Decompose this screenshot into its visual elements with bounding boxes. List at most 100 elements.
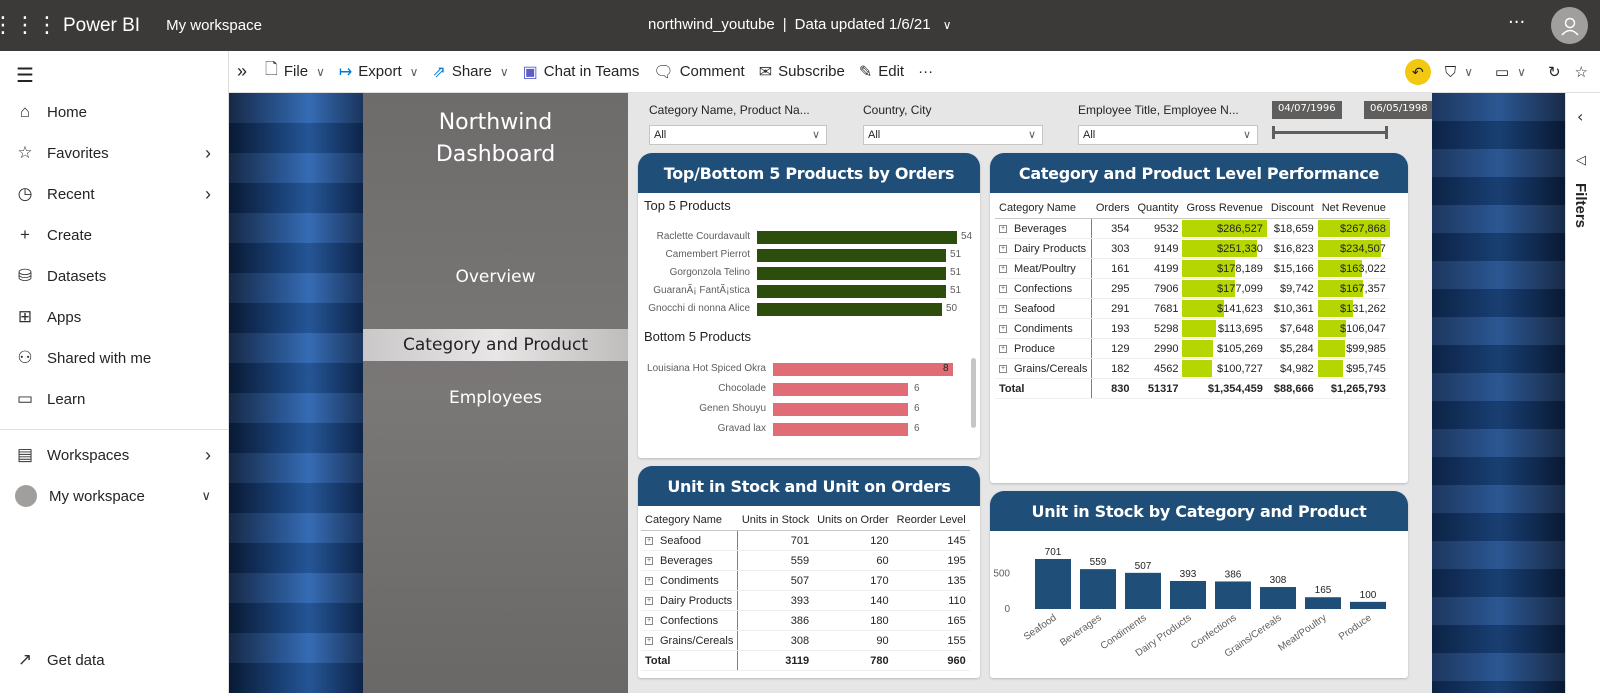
share-menu[interactable]: ⇗ Share ∨ (432, 62, 508, 82)
table-row[interactable]: + Meat/Poultry 161 4199 $178,189 $15,166 $163,… (995, 258, 1390, 279)
table-row[interactable]: + Condiments 507 170 135 (641, 570, 970, 591)
avatar[interactable] (1551, 7, 1588, 44)
nav-workspaces[interactable]: ▤ Workspaces › (0, 436, 229, 474)
table-row[interactable]: + Condiments 193 5298 $113,695 $7,648 $106,047 (995, 318, 1390, 339)
comment-button[interactable]: 🗨 Comment (653, 62, 744, 82)
nav-recent[interactable]: ◷ Recent › (0, 175, 229, 213)
bar[interactable] (773, 363, 953, 376)
table-row[interactable]: + Beverages 354 9532 $286,527 $18,659 $267,868 (995, 218, 1390, 239)
slicer-employee[interactable]: Employee Title, Employee N... All ∨ (1078, 103, 1258, 145)
expand-icon[interactable]: + (999, 264, 1007, 273)
performance-table[interactable]: Category Name Orders Quantity Gross Reve… (995, 198, 1390, 399)
nav-datasets[interactable]: ⛁ Datasets (0, 257, 229, 295)
table-row[interactable]: + Beverages 559 60 195 (641, 550, 970, 571)
nav-get-data[interactable]: ↗ Get data (0, 641, 229, 679)
bar[interactable] (1170, 580, 1206, 609)
nav-favorites[interactable]: ☆ Favorites › (0, 134, 229, 172)
stock-chart-visual[interactable]: Unit in Stock by Category and Product 50… (990, 491, 1408, 678)
bar[interactable] (1035, 559, 1071, 609)
expand-icon[interactable]: » (237, 61, 248, 81)
file-menu[interactable]: 🗋 File ∨ (265, 58, 325, 85)
bar[interactable] (1215, 581, 1251, 609)
table-row[interactable]: + Confections 295 7906 $177,099 $9,742 $167,35… (995, 278, 1390, 299)
table-row[interactable]: + Dairy Products 303 9149 $251,330 $16,823 $23… (995, 238, 1390, 259)
bar[interactable] (757, 303, 942, 316)
column-header[interactable]: Net Revenue (1317, 198, 1390, 219)
chevron-down-icon[interactable]: ∨ (942, 18, 952, 32)
bar[interactable] (757, 285, 946, 298)
star-icon[interactable]: ☆ (1574, 64, 1588, 81)
expand-icon[interactable]: + (645, 636, 653, 645)
slicer-country-city[interactable]: Country, City All ∨ (863, 103, 1043, 145)
table-row[interactable]: + Seafood 291 7681 $141,623 $10,361 $131,262 (995, 298, 1390, 319)
top-bottom-products-visual[interactable]: Top/Bottom 5 Products by Orders Top 5 Pr… (638, 153, 980, 458)
column-header[interactable]: Category Name (641, 510, 738, 531)
more-options-icon[interactable]: ··· (918, 63, 934, 80)
table-row[interactable]: + Produce 129 2990 $105,269 $5,284 $99,985 (995, 338, 1390, 359)
chevron-left-icon[interactable]: ‹ (1577, 107, 1584, 126)
expand-icon[interactable]: + (645, 536, 653, 545)
bar[interactable] (1080, 569, 1116, 609)
more-options-icon[interactable]: ··· (1508, 12, 1526, 33)
subscribe-button[interactable]: ✉ Subscribe (759, 62, 845, 82)
hamburger-icon[interactable]: ☰ (16, 65, 34, 87)
column-header[interactable]: Orders (1091, 198, 1134, 219)
scrollbar[interactable] (971, 358, 976, 428)
stock-table[interactable]: Category Name Units in Stock Units on Or… (641, 510, 970, 671)
chat-in-teams-button[interactable]: ▣ Chat in Teams (523, 62, 640, 82)
expand-icon[interactable]: + (999, 304, 1007, 313)
nav-apps[interactable]: ⊞ Apps (0, 298, 229, 336)
view-menu[interactable]: ▭ ∨ (1495, 63, 1526, 81)
slicer-category-product[interactable]: Category Name, Product Na... All ∨ (649, 103, 827, 145)
expand-icon[interactable]: + (645, 576, 653, 585)
bookmark-menu[interactable]: ⛉ ∨ (1445, 64, 1473, 81)
expand-icon[interactable]: + (999, 284, 1007, 293)
expand-icon[interactable]: + (645, 616, 653, 625)
date-start[interactable]: 04/07/1996 (1272, 101, 1342, 119)
page-link-employees[interactable]: Employees (448, 388, 543, 408)
nav-home[interactable]: ⌂ Home (0, 93, 229, 131)
expand-icon[interactable]: + (999, 344, 1007, 353)
workspace-link[interactable]: My workspace (166, 17, 262, 34)
bar[interactable] (773, 403, 908, 416)
category-performance-visual[interactable]: Category and Product Level Performance C… (990, 153, 1408, 483)
filters-pane[interactable]: ‹ ◁ Filters (1565, 93, 1600, 693)
date-range-slider[interactable] (1272, 126, 1388, 139)
bar[interactable] (773, 423, 908, 436)
expand-icon[interactable]: + (999, 364, 1007, 373)
chevron-right-icon[interactable]: › (205, 183, 211, 204)
column-header[interactable]: Discount (1266, 198, 1318, 219)
column-header[interactable]: Gross Revenue (1182, 198, 1267, 219)
column-header[interactable]: Category Name (995, 198, 1092, 219)
bar[interactable] (757, 249, 946, 262)
column-header[interactable]: Units in Stock (737, 510, 814, 531)
export-menu[interactable]: ↦ Export ∨ (339, 62, 419, 82)
expand-icon[interactable]: + (999, 324, 1007, 333)
column-header[interactable]: Units on Order (813, 510, 893, 531)
bar[interactable] (1305, 597, 1341, 609)
page-link-overview[interactable]: Overview (455, 267, 536, 287)
date-end[interactable]: 06/05/1998 (1364, 101, 1432, 119)
bar[interactable] (757, 267, 946, 280)
chevron-right-icon[interactable]: › (205, 444, 211, 465)
bar[interactable] (773, 383, 908, 396)
slicer-dropdown[interactable]: All ∨ (863, 125, 1043, 145)
chevron-down-icon[interactable]: ∨ (201, 488, 211, 503)
page-link-category-product[interactable]: Category and Product (363, 329, 628, 361)
table-row[interactable]: + Seafood 701 120 145 (641, 530, 970, 551)
slicer-dropdown[interactable]: All ∨ (649, 125, 827, 145)
bar[interactable] (1125, 572, 1161, 609)
bar[interactable] (1260, 587, 1296, 609)
expand-icon[interactable]: + (645, 596, 653, 605)
expand-icon[interactable]: + (645, 556, 653, 565)
table-row[interactable]: + Dairy Products 393 140 110 (641, 590, 970, 611)
brand-name[interactable]: Power BI (63, 14, 141, 36)
refresh-icon[interactable]: ↻ (1547, 64, 1561, 81)
bar[interactable] (757, 231, 957, 244)
report-title-bar[interactable]: northwind_youtube | Data updated 1/6/21 ∨ (648, 16, 952, 33)
nav-learn[interactable]: ▭ Learn (0, 380, 229, 418)
column-header[interactable]: Quantity (1133, 198, 1183, 219)
edit-button[interactable]: ✎ Edit (859, 62, 904, 82)
reset-icon[interactable]: ↶ (1404, 59, 1431, 85)
nav-my-workspace[interactable]: My workspace ∨ (0, 477, 229, 515)
